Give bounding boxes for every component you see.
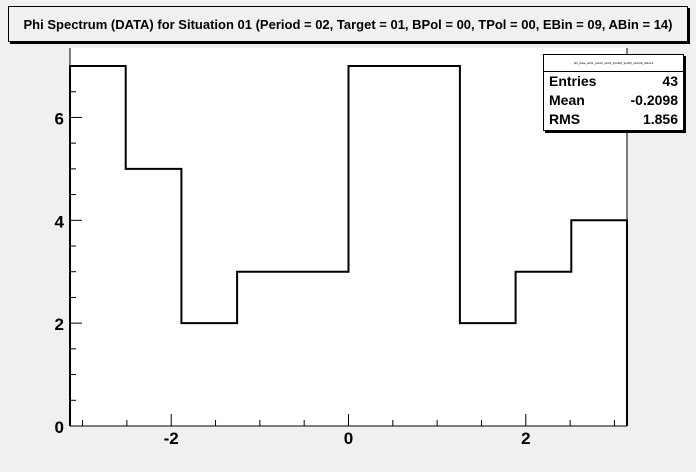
stats-histogram-name: phi_data_sit01_per02_tar01_bpol00_tpol00… [544, 55, 683, 72]
x-tick-label: 2 [521, 429, 530, 448]
y-tick-label: 0 [55, 418, 64, 437]
stats-mean-value: -0.2098 [630, 92, 678, 108]
stats-rms-value: 1.856 [642, 111, 678, 127]
stats-entries-row: Entries 43 [544, 72, 683, 91]
y-tick-label: 2 [55, 315, 64, 334]
stats-mean-label: Mean [549, 92, 585, 108]
chart-title: Phi Spectrum (DATA) for Situation 01 (Pe… [8, 6, 688, 42]
stats-mean-row: Mean -0.2098 [544, 91, 683, 110]
axis-labels: 0 2 4 6 -2 0 2 [55, 109, 531, 448]
stats-rms-row: RMS 1.856 [544, 110, 683, 129]
y-tick-label: 6 [55, 109, 64, 128]
stats-box: phi_data_sit01_per02_tar01_bpol00_tpol00… [543, 54, 684, 131]
stats-entries-label: Entries [549, 73, 597, 89]
x-tick-label: 0 [344, 429, 353, 448]
y-tick-label: 4 [55, 212, 65, 231]
axis-ticks [70, 65, 615, 427]
stats-entries-value: 43 [662, 73, 678, 89]
histogram-outline [69, 65, 628, 426]
stats-rms-label: RMS [549, 111, 581, 127]
x-tick-label: -2 [164, 429, 179, 448]
